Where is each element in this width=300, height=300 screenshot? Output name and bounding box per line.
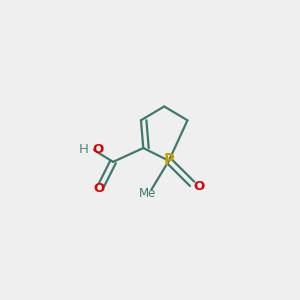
Text: Me: Me — [139, 187, 157, 200]
Text: H: H — [79, 143, 89, 156]
Text: -: - — [92, 143, 96, 156]
Text: O: O — [194, 180, 205, 193]
Text: P: P — [164, 153, 174, 168]
Text: O: O — [93, 143, 104, 156]
Text: O: O — [94, 182, 105, 195]
